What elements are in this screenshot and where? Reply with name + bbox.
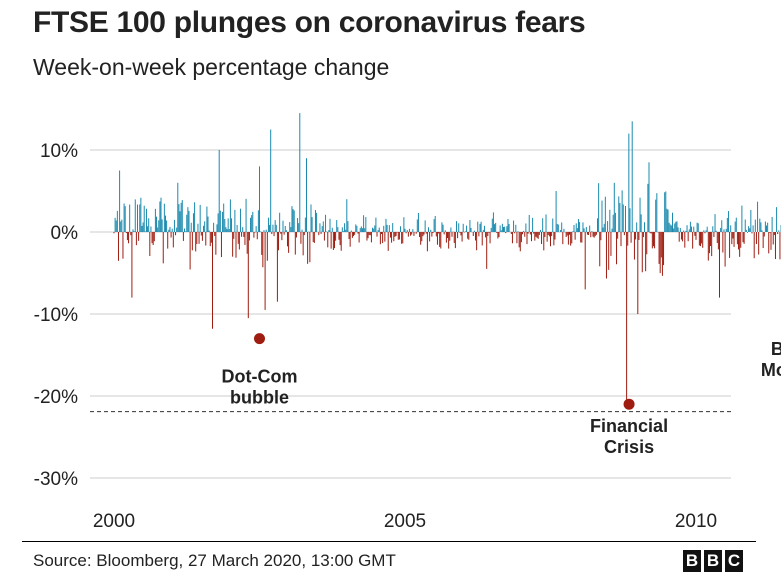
chart-subtitle: Week-on-week percentage change (33, 54, 390, 80)
annotation-label-line: Crisis (604, 437, 654, 457)
chart-title: FTSE 100 plunges on coronavirus fears (33, 6, 586, 39)
source-note: Source: Bloomberg, 27 March 2020, 13:00 … (33, 551, 396, 570)
x-tick-label: 2000 (93, 511, 135, 532)
annotation-label: Dot-Com bubble (222, 367, 298, 408)
y-tick-label: -20% (34, 387, 78, 408)
y-tick-label: 0% (51, 223, 79, 244)
bbc-logo-letter-b1: B (683, 550, 701, 572)
y-tick-label: -10% (34, 305, 78, 326)
x-tick-label: 2010 (675, 511, 717, 532)
annotation-label-line: Dot-Com (222, 367, 298, 387)
annotation-label-line: Financial (590, 416, 668, 436)
y-tick-label: 10% (40, 141, 78, 162)
x-tick-label: 2005 (384, 511, 426, 532)
bbc-logo-letter-b2: B (704, 550, 722, 572)
footer-divider (22, 541, 756, 542)
annotation-marker (254, 333, 265, 345)
annotation-label: BlackMonday (761, 339, 781, 380)
bbc-logo: B B C (683, 550, 743, 572)
annotation-label-line: bubble (230, 388, 289, 408)
y-axis-labels: 10% 0% -10% -20% -30% (34, 141, 78, 490)
y-tick-label: -30% (34, 469, 78, 490)
annotation-marker (623, 398, 635, 410)
x-axis-labels: 20002005201020152020 (93, 511, 717, 532)
bbc-logo-letter-c: C (725, 550, 743, 572)
annotation-label-line: Black (771, 339, 781, 359)
annotation-label-line: Monday (761, 360, 781, 380)
weekly-bars (113, 113, 781, 405)
annotation-label: Financial Crisis (590, 416, 668, 457)
